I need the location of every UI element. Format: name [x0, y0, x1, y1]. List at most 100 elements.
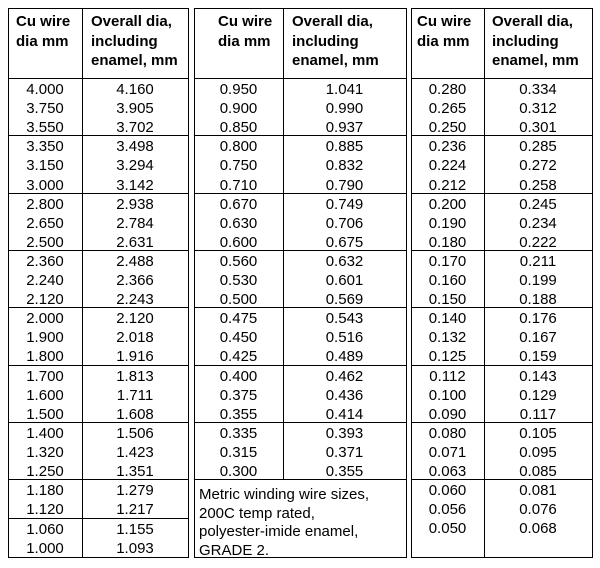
note-text: Metric winding wire sizes,: [199, 486, 370, 504]
rule: [194, 8, 407, 9]
cell: 3.350: [26, 138, 64, 156]
rule: [194, 78, 407, 79]
cell: 0.117: [519, 405, 557, 423]
rule: [411, 135, 593, 136]
cell: 0.068: [519, 520, 557, 538]
cell: 0.632: [325, 252, 364, 270]
cell: 0.060: [428, 482, 467, 500]
cell: 3.905: [116, 100, 154, 118]
cell: 3.750: [26, 100, 64, 118]
rule: [194, 365, 407, 366]
cell: 4.160: [116, 81, 154, 98]
rule: [194, 250, 407, 251]
cell: 0.050: [428, 520, 467, 538]
cell: 0.560: [219, 252, 258, 270]
cell: 3.702: [116, 119, 154, 137]
cell: 0.150: [428, 291, 467, 309]
cell: 0.530: [219, 272, 258, 289]
cell: 0.400: [219, 367, 258, 385]
cell: 3.142: [116, 176, 154, 194]
cell: 0.129: [519, 386, 557, 404]
rule: [411, 479, 593, 480]
cell: 0.199: [519, 272, 557, 289]
rule: [8, 135, 189, 136]
cell: 0.312: [519, 100, 557, 118]
cell: 0.236: [428, 138, 467, 156]
rule: [411, 8, 593, 9]
cell: 0.071: [428, 443, 467, 461]
cell: 0.160: [428, 272, 467, 289]
cell: 1.060: [26, 521, 64, 539]
header-text: Cu wire: [16, 13, 71, 30]
cell: 3.498: [116, 138, 154, 156]
cell: 0.569: [325, 291, 364, 309]
header-text: including: [91, 32, 158, 50]
rule: [194, 557, 407, 558]
rule: [8, 479, 189, 480]
rule: [194, 307, 407, 308]
cell: 0.543: [325, 310, 364, 328]
cell: 0.258: [519, 176, 557, 194]
cell: 0.832: [325, 157, 364, 175]
rule: [411, 78, 593, 79]
cell: 0.176: [519, 310, 557, 328]
rule: [194, 193, 407, 194]
cell: 0.100: [428, 386, 467, 404]
cell: 2.243: [116, 291, 154, 309]
cell: 1.900: [26, 329, 64, 347]
cell: 0.090: [428, 405, 467, 423]
rule: [194, 8, 195, 558]
header-text: Overall dia,: [91, 13, 172, 30]
cell: 1.320: [26, 443, 64, 461]
cell: 2.360: [26, 252, 64, 270]
cell: 0.140: [428, 310, 467, 328]
cell: 3.150: [26, 157, 64, 175]
cell: 0.080: [428, 424, 467, 442]
cell: 0.081: [519, 482, 557, 500]
cell: 2.120: [26, 291, 64, 309]
cell: 0.265: [428, 100, 467, 118]
cell: 2.800: [26, 195, 64, 213]
rule: [411, 250, 593, 251]
cell: 2.650: [26, 214, 64, 232]
note-text: 200C temp rated,: [199, 504, 315, 522]
cell: 1.041: [325, 81, 364, 98]
cell: 0.095: [519, 443, 557, 461]
cell: 1.120: [26, 501, 64, 519]
cell: 0.334: [519, 81, 557, 98]
header-text: Cu wire: [417, 13, 472, 30]
cell: 0.601: [325, 272, 364, 289]
cell: 0.600: [219, 233, 258, 251]
cell: 0.475: [219, 310, 258, 328]
cell: 1.000: [26, 540, 64, 558]
cell: 0.800: [219, 138, 258, 156]
cell: 0.516: [325, 329, 364, 347]
cell: 0.436: [325, 386, 364, 404]
rule: [411, 557, 593, 558]
header-text: Overall dia,: [292, 13, 373, 30]
cell: 1.711: [116, 386, 154, 404]
cell: 1.608: [116, 405, 154, 423]
rule: [8, 557, 189, 558]
cell: 0.425: [219, 348, 258, 366]
rule: [283, 8, 284, 480]
cell: 0.750: [219, 157, 258, 175]
cell: 2.240: [26, 272, 64, 289]
cell: 0.143: [519, 367, 557, 385]
cell: 0.076: [519, 501, 557, 519]
cell: 0.085: [519, 463, 557, 480]
cell: 0.950: [219, 81, 258, 98]
cell: 0.056: [428, 501, 467, 519]
cell: 1.400: [26, 424, 64, 442]
cell: 0.159: [519, 348, 557, 366]
cell: 1.351: [116, 463, 154, 480]
cell: 2.000: [26, 310, 64, 328]
cell: 0.132: [428, 329, 467, 347]
header-text: Cu wire: [218, 13, 273, 30]
cell: 0.200: [428, 195, 467, 213]
header-text: enamel, mm: [292, 52, 379, 69]
header-text: including: [492, 32, 559, 50]
cell: 0.375: [219, 386, 258, 404]
cell: 0.450: [219, 329, 258, 347]
rule: [8, 78, 189, 79]
